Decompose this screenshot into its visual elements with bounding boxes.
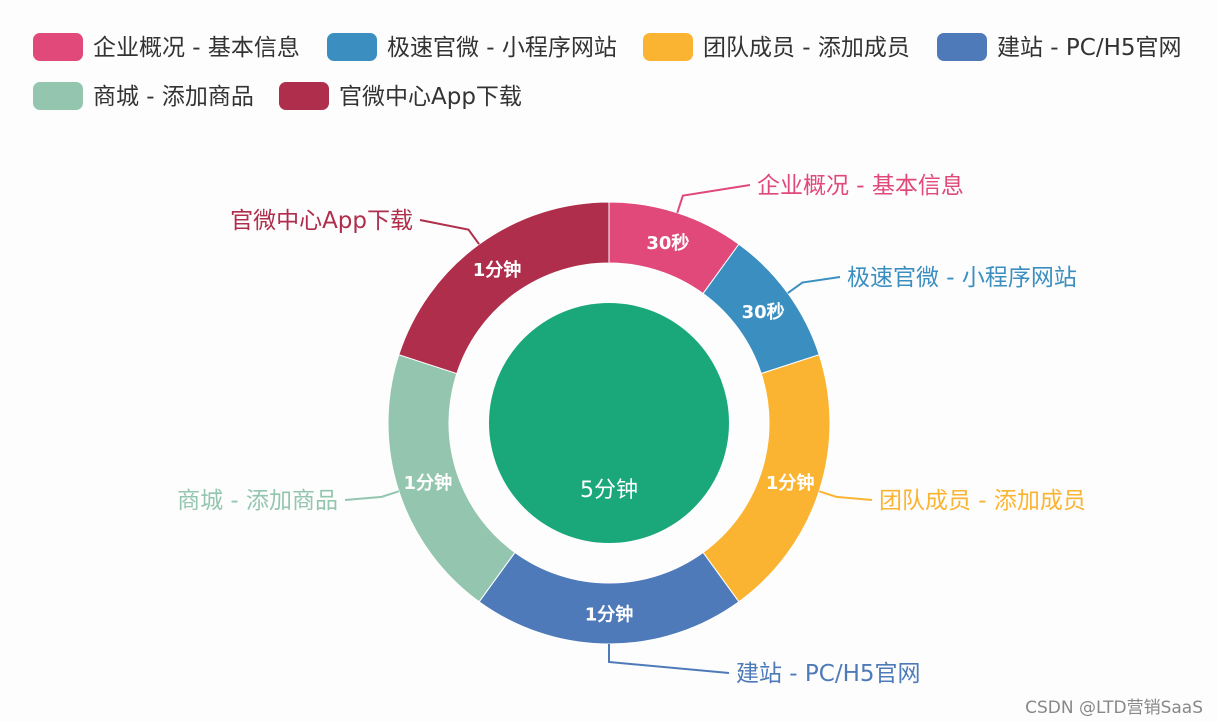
slice-value-label: 30秒 xyxy=(742,301,785,323)
slice-value-label: 1分钟 xyxy=(473,259,522,281)
leader-line xyxy=(419,219,480,245)
legend-item[interactable]: 团队成员 - 添加成员 xyxy=(643,33,910,61)
slice-value-label: 1分钟 xyxy=(404,472,453,494)
inner-pie: 5分钟 xyxy=(489,303,729,543)
slice-value-label: 30秒 xyxy=(646,232,689,254)
legend-label: 企业概况 - 基本信息 xyxy=(93,35,300,61)
donut-ring: 30秒 30秒 1分钟 1分钟 1分钟 1分钟 xyxy=(387,201,831,645)
donut-slice[interactable] xyxy=(478,551,740,645)
leader-line xyxy=(608,644,730,674)
slice-category-label: 建站 - PC/H5官网 xyxy=(736,661,921,687)
leader-line xyxy=(676,184,751,214)
leader-line xyxy=(818,490,873,501)
legend-item[interactable]: 官微中心App下载 xyxy=(279,82,522,110)
slice-category-label: 官微中心App下载 xyxy=(230,208,413,234)
legend-label: 团队成员 - 添加成员 xyxy=(703,35,910,61)
slice-category-label: 极速官微 - 小程序网站 xyxy=(847,265,1077,291)
legend-label: 官微中心App下载 xyxy=(339,84,522,110)
legend-swatch xyxy=(643,33,693,61)
leader-line xyxy=(787,276,841,294)
legend-label: 商城 - 添加商品 xyxy=(93,84,254,110)
slice-category-label: 企业概况 - 基本信息 xyxy=(757,173,964,199)
slice-category-label: 团队成员 - 添加成员 xyxy=(879,488,1086,514)
legend-swatch xyxy=(33,82,83,110)
donut-slice[interactable] xyxy=(398,201,610,375)
legend-label: 建站 - PC/H5官网 xyxy=(997,35,1182,61)
legend-item[interactable]: 极速官微 - 小程序网站 xyxy=(327,33,617,61)
slice-value-label: 1分钟 xyxy=(766,472,815,494)
chart-legend: 企业概况 - 基本信息 极速官微 - 小程序网站 团队成员 - 添加成员 建站 - P… xyxy=(33,33,1182,110)
legend-item[interactable]: 商城 - 添加商品 xyxy=(33,82,254,110)
slice-category-label: 商城 - 添加商品 xyxy=(177,488,338,514)
slice-value-label: 1分钟 xyxy=(585,604,634,626)
inner-pie-label: 5分钟 xyxy=(580,478,638,503)
legend-item[interactable]: 企业概况 - 基本信息 xyxy=(33,33,300,61)
legend-label: 极速官微 - 小程序网站 xyxy=(387,35,617,61)
legend-item[interactable]: 建站 - PC/H5官网 xyxy=(937,33,1182,61)
legend-swatch xyxy=(279,82,329,110)
leader-line xyxy=(344,490,400,501)
watermark: CSDN @LTD营销SaaS xyxy=(1025,698,1203,718)
inner-pie-circle xyxy=(489,303,729,543)
legend-swatch xyxy=(33,33,83,61)
legend-swatch xyxy=(327,33,377,61)
legend-swatch xyxy=(937,33,987,61)
